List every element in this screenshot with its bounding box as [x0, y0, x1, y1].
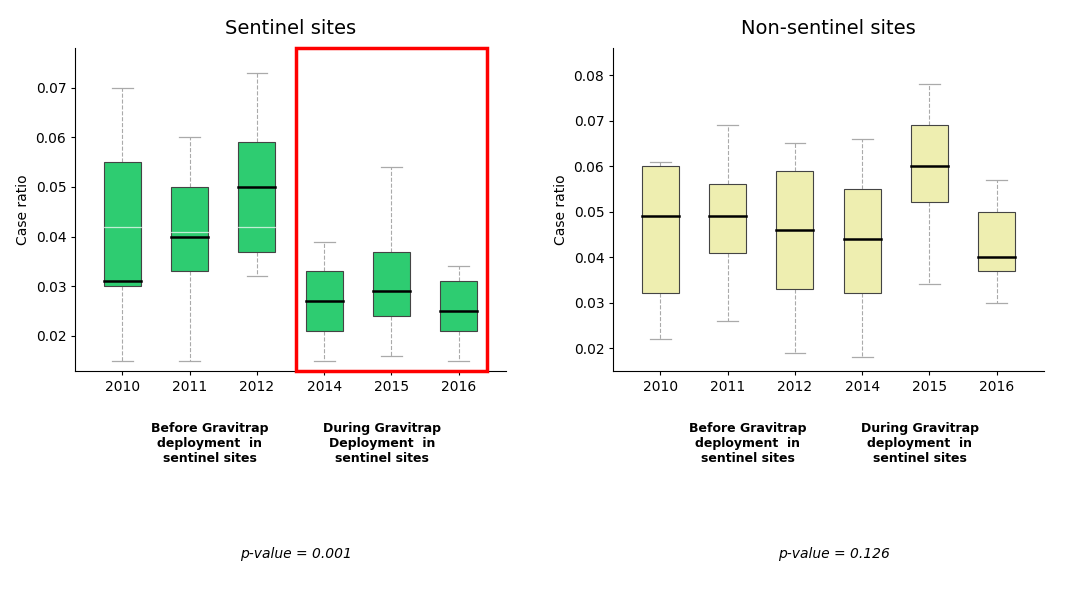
- Y-axis label: Case ratio: Case ratio: [554, 174, 568, 245]
- FancyBboxPatch shape: [642, 166, 679, 294]
- Title: Non-sentinel sites: Non-sentinel sites: [741, 19, 916, 38]
- FancyBboxPatch shape: [709, 184, 746, 252]
- FancyBboxPatch shape: [306, 271, 342, 331]
- FancyBboxPatch shape: [844, 189, 880, 294]
- FancyBboxPatch shape: [911, 125, 948, 203]
- Text: p-value = 0.126: p-value = 0.126: [778, 547, 890, 561]
- FancyBboxPatch shape: [239, 142, 275, 252]
- Y-axis label: Case ratio: Case ratio: [16, 174, 30, 245]
- FancyBboxPatch shape: [171, 187, 208, 271]
- Bar: [296, 48, 487, 371]
- Text: During Gravitrap
Deployment  in
sentinel sites: During Gravitrap Deployment in sentinel …: [323, 422, 441, 465]
- FancyBboxPatch shape: [440, 281, 477, 331]
- Title: Sentinel sites: Sentinel sites: [225, 19, 356, 38]
- FancyBboxPatch shape: [104, 162, 141, 286]
- Text: Before Gravitrap
deployment  in
sentinel sites: Before Gravitrap deployment in sentinel …: [151, 422, 269, 465]
- Text: p-value = 0.001: p-value = 0.001: [240, 547, 352, 561]
- FancyBboxPatch shape: [978, 212, 1015, 271]
- FancyBboxPatch shape: [777, 170, 813, 289]
- Text: During Gravitrap
deployment  in
sentinel sites: During Gravitrap deployment in sentinel …: [861, 422, 979, 465]
- FancyBboxPatch shape: [373, 252, 410, 316]
- Text: Before Gravitrap
deployment  in
sentinel sites: Before Gravitrap deployment in sentinel …: [689, 422, 807, 465]
